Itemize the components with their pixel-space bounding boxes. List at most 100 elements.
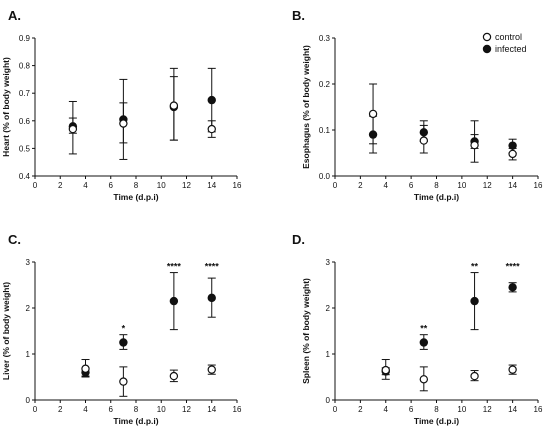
panel-letter: A.	[8, 8, 21, 23]
x-tick-label: 4	[384, 181, 389, 190]
x-tick-label: 12	[182, 405, 191, 414]
y-tick-label: 2	[326, 304, 331, 313]
x-tick-label: 14	[207, 405, 216, 414]
infected-point	[207, 95, 216, 105]
y-tick-label: 0.9	[19, 34, 31, 43]
control-point	[470, 371, 479, 381]
chart-panel-2: B. 0 2 4 6 8 10 12 14 16 0.0 0.1 0.2 0.3 Time (d.p.i) E…	[292, 8, 543, 202]
x-axis-title: Time (d.p.i)	[414, 416, 459, 426]
control-point	[81, 364, 90, 373]
y-axis-title: Heart (% of body weight)	[1, 57, 11, 157]
x-tick-label: 2	[358, 405, 363, 414]
infected-point	[119, 338, 128, 347]
y-tick-label: 0.4	[19, 172, 31, 181]
y-axis-title: Esophagus (% of body weight)	[301, 45, 311, 169]
y-tick-label: 0.5	[19, 144, 31, 153]
infected-point	[207, 293, 216, 303]
y-tick-label: 3	[326, 258, 331, 267]
y-tick-label: 0.2	[319, 80, 331, 89]
x-tick-label: 10	[457, 405, 466, 414]
y-tick-label: 0.0	[319, 172, 331, 181]
x-tick-label: 8	[134, 405, 139, 414]
x-tick-label: 10	[157, 181, 166, 190]
legend-label-control: control	[495, 32, 522, 42]
x-tick-label: 4	[83, 405, 88, 414]
x-tick-label: 0	[33, 405, 38, 414]
legend: control infected	[482, 32, 527, 54]
x-tick-label: 6	[109, 405, 114, 414]
y-axis-title: Liver (% of body weight)	[1, 282, 11, 380]
x-tick-label: 2	[58, 181, 63, 190]
control-point	[119, 119, 128, 128]
control-point	[508, 365, 517, 374]
infected-point	[419, 338, 429, 347]
x-tick-label: 6	[409, 405, 414, 414]
panel-letter: C.	[8, 232, 21, 247]
x-tick-label: 0	[333, 181, 338, 190]
infected-point	[419, 128, 429, 137]
y-tick-label: 3	[26, 258, 31, 267]
x-tick-label: 8	[434, 405, 439, 414]
x-tick-label: 10	[457, 181, 466, 190]
infected-point	[368, 130, 378, 139]
x-tick-label: 16	[233, 405, 242, 414]
significance-label: ****	[506, 262, 521, 272]
y-tick-label: 0	[326, 396, 331, 405]
y-tick-label: 0.3	[319, 34, 331, 43]
control-point	[68, 124, 78, 134]
infected-point	[508, 283, 517, 292]
x-tick-label: 8	[434, 181, 439, 190]
infected-point	[470, 296, 479, 306]
x-tick-label: 0	[33, 181, 38, 190]
x-tick-label: 14	[508, 405, 517, 414]
x-tick-label: 4	[384, 405, 389, 414]
control-point	[207, 365, 216, 374]
control-point	[368, 109, 378, 119]
x-tick-label: 16	[534, 181, 543, 190]
significance-label: **	[420, 324, 428, 334]
legend-marker-infected	[482, 44, 492, 54]
y-tick-label: 0	[26, 396, 31, 405]
x-tick-label: 6	[409, 181, 414, 190]
panel-letter: D.	[292, 232, 305, 247]
x-tick-label: 0	[333, 405, 338, 414]
x-tick-label: 16	[233, 181, 242, 190]
chart-panel-1: A. 0 2 4 6 8 10 12 14 16 0.4 0.5 0.6 0.7 0.8 0.9 Time (d…	[1, 8, 242, 202]
legend-marker-control	[482, 32, 492, 42]
x-tick-label: 4	[83, 181, 88, 190]
y-tick-label: 0.1	[319, 126, 331, 135]
x-tick-label: 2	[58, 405, 63, 414]
significance-label: *	[122, 324, 126, 334]
x-axis-title: Time (d.p.i)	[414, 192, 459, 202]
control-point	[119, 377, 128, 386]
x-tick-label: 12	[182, 181, 191, 190]
y-tick-label: 0.8	[19, 62, 31, 71]
control-point	[381, 365, 390, 375]
significance-label: ****	[205, 262, 220, 272]
control-point	[207, 124, 216, 134]
y-tick-label: 2	[26, 304, 31, 313]
x-axis-title: Time (d.p.i)	[113, 416, 158, 426]
x-axis-title: Time (d.p.i)	[113, 192, 158, 202]
legend-label-infected: infected	[495, 44, 527, 54]
significance-label: ****	[167, 262, 182, 272]
x-tick-label: 2	[358, 181, 363, 190]
x-tick-label: 16	[534, 405, 543, 414]
x-tick-label: 12	[483, 405, 492, 414]
infected-point	[169, 296, 179, 306]
x-tick-label: 12	[483, 181, 492, 190]
infected-point	[508, 141, 517, 150]
x-tick-label: 6	[109, 181, 114, 190]
x-tick-label: 8	[134, 181, 139, 190]
control-point	[508, 149, 517, 159]
significance-label: **	[471, 262, 479, 272]
control-point	[470, 140, 479, 150]
x-tick-label: 10	[157, 405, 166, 414]
y-tick-label: 1	[326, 350, 331, 359]
control-point	[169, 101, 179, 110]
y-tick-label: 0.7	[19, 89, 31, 98]
control-point	[419, 375, 429, 384]
